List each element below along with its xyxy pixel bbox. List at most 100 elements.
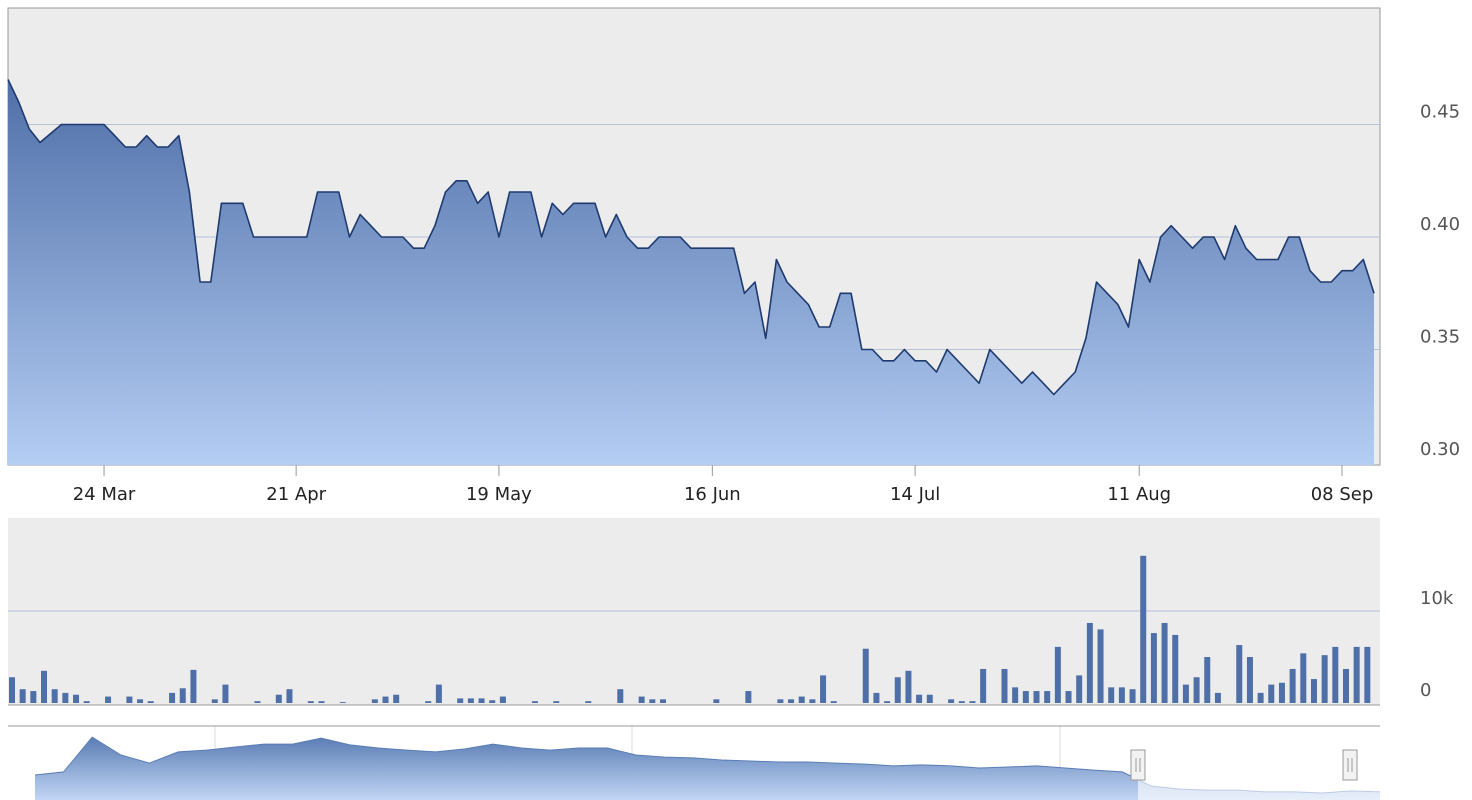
volume-bar — [553, 701, 560, 703]
volume-bar — [1182, 684, 1189, 703]
volume-bar — [659, 699, 666, 703]
volume-bar — [286, 689, 293, 703]
volume-bar — [1097, 629, 1104, 703]
volume-bar — [1257, 692, 1264, 703]
volume-bar — [478, 698, 485, 703]
navigator-mask — [1138, 722, 1380, 800]
volume-bar — [147, 701, 154, 703]
volume-bar — [169, 692, 176, 703]
volume-bar — [809, 699, 816, 703]
volume-bar — [435, 684, 442, 703]
volume-bar — [425, 701, 432, 703]
volume-bar — [1342, 668, 1349, 703]
volume-bar — [1054, 646, 1061, 703]
volume-bar — [105, 696, 112, 703]
volume-bar — [649, 699, 656, 703]
volume-bar — [179, 688, 186, 703]
volume-bar — [1161, 622, 1168, 703]
volume-bar — [1065, 691, 1072, 703]
volume-bar — [1172, 634, 1179, 703]
volume-bar — [1204, 657, 1211, 703]
volume-bar — [926, 694, 933, 703]
volume-bar — [254, 701, 261, 703]
y-tick-label: 0.45 — [1420, 102, 1460, 123]
x-tick-label: 14 Jul — [890, 484, 940, 505]
volume-bar — [307, 701, 314, 703]
volume-bar — [958, 701, 965, 703]
volume-bar — [969, 701, 976, 703]
volume-bar — [1268, 684, 1275, 703]
volume-bar — [318, 701, 325, 703]
volume-bar — [30, 691, 37, 703]
volume-bar — [73, 694, 80, 703]
navigator-handle[interactable] — [1342, 749, 1358, 781]
volume-bar — [190, 669, 197, 703]
volume-bar — [211, 699, 218, 703]
volume-bar — [1012, 687, 1019, 703]
volume-bar — [1118, 687, 1125, 703]
volume-bar — [777, 699, 784, 703]
volume-bar — [1001, 668, 1008, 703]
x-tick-label: 11 Aug — [1107, 484, 1171, 505]
volume-bar — [905, 670, 912, 703]
volume-bar — [1289, 668, 1296, 703]
volume-bar — [894, 677, 901, 703]
volume-bar — [1108, 687, 1115, 703]
volume-bar — [1321, 655, 1328, 703]
volume-bar — [1310, 679, 1317, 703]
navigator-handle[interactable] — [1130, 749, 1146, 781]
volume-bar — [798, 696, 805, 703]
volume-bar — [19, 689, 26, 703]
volume-bar — [1150, 633, 1157, 703]
volume-bar — [820, 675, 827, 703]
volume-bar — [713, 699, 720, 703]
volume-bar — [531, 701, 538, 703]
navigator-area — [35, 737, 1380, 800]
price-area — [8, 79, 1374, 465]
y-tick-label: 0.30 — [1420, 439, 1460, 460]
volume-bar — [126, 696, 133, 703]
volume-bar — [1044, 691, 1051, 703]
volume-bar — [51, 689, 58, 703]
volume-bar — [62, 692, 69, 703]
y-tick-label: 0.40 — [1420, 214, 1460, 235]
volume-bar — [1022, 691, 1029, 703]
volume-bar — [467, 698, 474, 703]
volume-bar — [1033, 691, 1040, 703]
volume-bar — [1193, 677, 1200, 703]
volume-bar — [222, 684, 229, 703]
volume-bar — [1246, 657, 1253, 703]
volume-bar — [382, 696, 389, 703]
x-tick-label: 21 Apr — [266, 484, 326, 505]
volume-bar — [339, 702, 346, 703]
y-tick-label: 0 — [1420, 680, 1431, 701]
x-tick-label: 19 May — [466, 484, 532, 505]
volume-bar — [1332, 646, 1339, 703]
volume-bar — [638, 696, 645, 703]
volume-bar — [1076, 675, 1083, 703]
volume-bar — [617, 689, 624, 703]
x-tick-label: 16 Jun — [684, 484, 741, 505]
price-line — [7, 79, 1375, 396]
volume-bar — [499, 696, 506, 703]
volume-bar — [916, 694, 923, 703]
y-tick-label: 10k — [1420, 588, 1454, 609]
volume-bar — [788, 699, 795, 703]
volume-bar — [862, 648, 869, 703]
volume-bar — [1364, 646, 1371, 703]
volume-bar — [457, 698, 464, 703]
volume-bar — [1300, 653, 1307, 703]
y-tick-label: 0.35 — [1420, 327, 1460, 348]
x-tick-label: 08 Sep — [1311, 484, 1374, 505]
volume-bar — [9, 677, 15, 703]
volume-bar — [884, 701, 891, 703]
volume-bar — [980, 668, 987, 703]
volume-bar — [948, 699, 955, 703]
volume-bar — [1353, 646, 1360, 703]
volume-bar — [371, 699, 378, 703]
volume-bar — [137, 699, 144, 703]
volume-bar — [1129, 689, 1136, 703]
volume-bar — [1086, 622, 1093, 703]
volume-bar — [585, 701, 592, 703]
